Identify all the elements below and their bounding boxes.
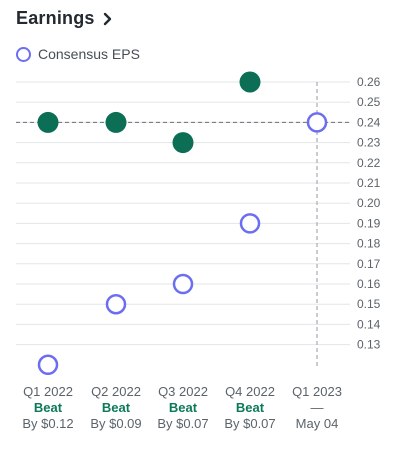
y-tick-label: 0.26 — [357, 75, 381, 89]
earnings-title: Earnings — [16, 8, 95, 28]
legend: Consensus EPS — [16, 46, 140, 62]
y-tick-label: 0.19 — [357, 216, 381, 230]
result-detail: By $0.07 — [157, 416, 209, 431]
result-label: Beat — [101, 400, 131, 415]
x-tick-label: Q4 2022 — [225, 384, 275, 399]
y-tick-label: 0.18 — [357, 237, 381, 251]
actual-eps-point — [37, 111, 59, 133]
actual-eps-point — [239, 71, 261, 93]
result-detail: By $0.07 — [224, 416, 276, 431]
y-tick-label: 0.23 — [357, 136, 381, 150]
consensus-point — [37, 354, 59, 376]
y-tick-label: 0.17 — [357, 257, 381, 271]
result-detail: May 04 — [295, 416, 339, 431]
result-label: Beat — [235, 400, 265, 415]
consensus-legend-label: Consensus EPS — [38, 46, 140, 62]
result-label: — — [310, 400, 324, 415]
y-tick-label: 0.16 — [357, 277, 381, 291]
actual-eps-point — [172, 132, 194, 154]
consensus-point — [239, 213, 261, 234]
y-tick-label: 0.14 — [357, 317, 381, 331]
category-label-group: Q3 2022 Beat By $0.07 — [143, 384, 223, 432]
actual-eps-point — [105, 111, 127, 133]
consensus-point — [172, 273, 194, 295]
earnings-header-link[interactable]: Earnings — [16, 8, 115, 29]
earnings-chart: 0.26 0.25 0.24 0.23 0.22 0.21 0.20 0.19 0.18 0.17… — [16, 71, 381, 376]
y-tick-label: 0.21 — [357, 176, 381, 190]
y-tick-label: 0.15 — [357, 297, 381, 311]
consensus-legend-swatch — [16, 46, 31, 62]
category-label-group: Q2 2022 Beat By $0.09 — [76, 384, 156, 432]
x-tick-label: Q1 2023 — [292, 384, 342, 399]
x-tick-label: Q2 2022 — [91, 384, 141, 399]
consensus-point — [306, 112, 328, 133]
chevron-right-icon — [103, 12, 111, 25]
y-tick-label: 0.24 — [357, 115, 381, 129]
result-detail: By $0.09 — [90, 416, 142, 431]
result-label: Beat — [33, 400, 63, 415]
result-label: Beat — [168, 400, 198, 415]
x-tick-label: Q1 2022 — [23, 384, 73, 399]
y-tick-label: 0.13 — [357, 338, 381, 352]
y-tick-label: 0.25 — [357, 95, 381, 109]
category-label-group: Q4 2022 Beat By $0.07 — [210, 384, 290, 432]
consensus-point — [105, 293, 127, 315]
category-label-group: Q1 2022 Beat By $0.12 — [8, 384, 88, 432]
result-detail: By $0.12 — [22, 416, 74, 431]
y-tick-label: 0.20 — [357, 196, 381, 210]
y-tick-label: 0.22 — [357, 156, 381, 170]
x-tick-label: Q3 2022 — [158, 384, 208, 399]
category-label-group: Q1 2023— May 04 — [277, 384, 357, 432]
